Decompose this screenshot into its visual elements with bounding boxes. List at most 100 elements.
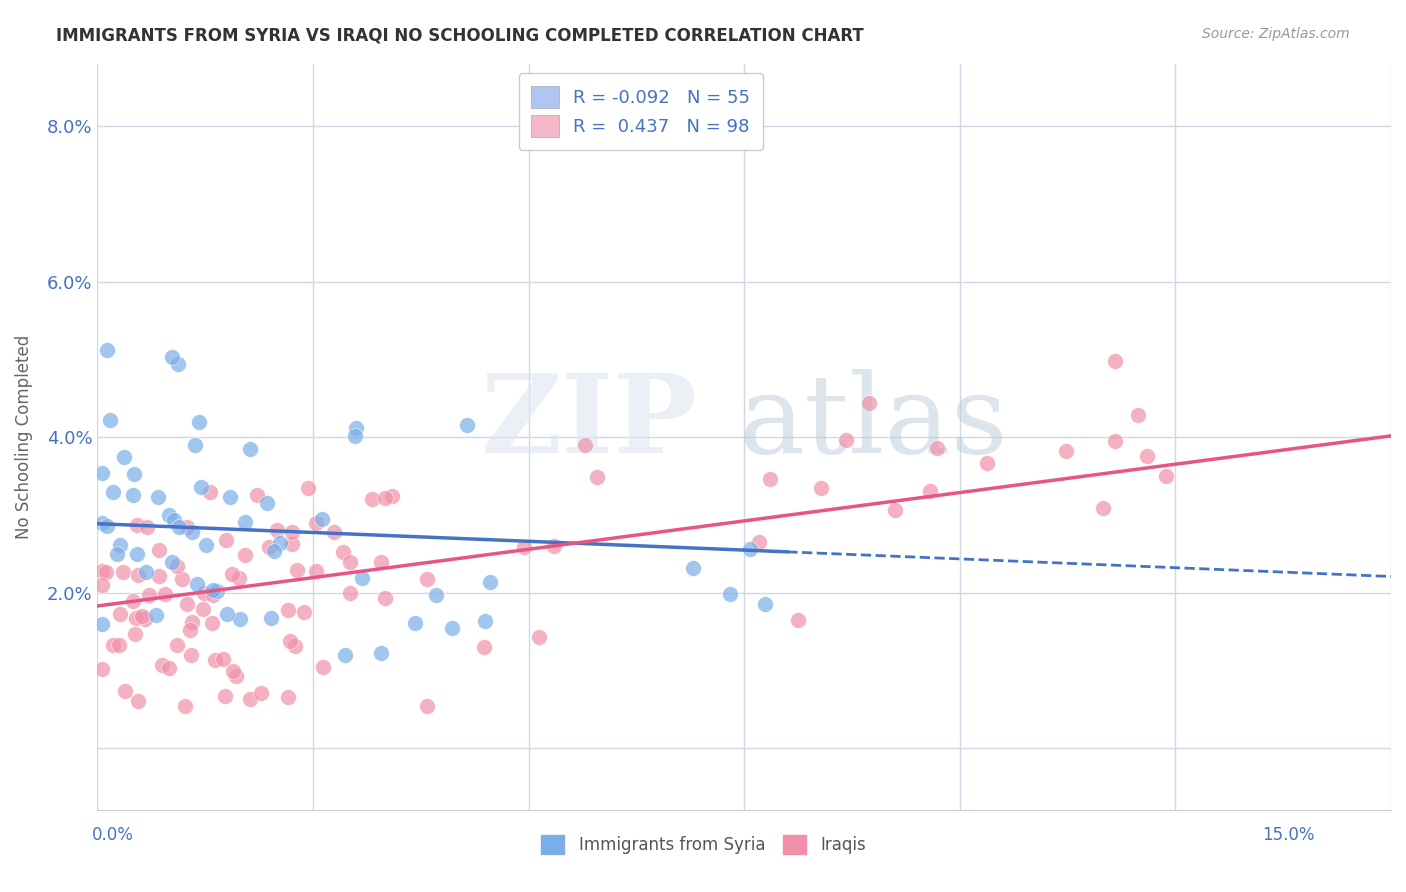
Point	[682, 561, 704, 575]
Point	[740, 541, 762, 556]
Point	[186, 577, 208, 591]
Point	[125, 611, 148, 625]
Point	[98, 413, 121, 427]
Point	[233, 515, 256, 529]
Point	[122, 488, 145, 502]
Point	[1154, 469, 1177, 483]
Text: 15.0%: 15.0%	[1263, 826, 1315, 844]
Point	[344, 420, 367, 434]
Point	[204, 653, 226, 667]
Point	[835, 434, 858, 448]
Legend: R = -0.092   N = 55, R =  0.437   N = 98: R = -0.092 N = 55, R = 0.437 N = 98	[519, 73, 762, 150]
Point	[263, 543, 285, 558]
Point	[188, 415, 211, 429]
Point	[333, 648, 356, 662]
Point	[260, 611, 283, 625]
Point	[323, 525, 346, 540]
Point	[513, 540, 536, 554]
Point	[145, 607, 167, 622]
Point	[1054, 444, 1077, 458]
Point	[925, 441, 948, 455]
Point	[181, 615, 204, 630]
Point	[370, 646, 392, 660]
Point	[121, 594, 143, 608]
Point	[858, 395, 880, 409]
Point	[124, 627, 146, 641]
Point	[211, 652, 233, 666]
Point	[91, 662, 114, 676]
Point	[108, 607, 131, 622]
Point	[96, 343, 118, 357]
Point	[176, 597, 198, 611]
Point	[229, 612, 252, 626]
Point	[166, 638, 188, 652]
Point	[297, 481, 319, 495]
Point	[169, 520, 191, 534]
Point	[311, 512, 333, 526]
Point	[131, 608, 153, 623]
Point	[127, 547, 149, 561]
Point	[374, 591, 396, 605]
Point	[304, 564, 326, 578]
Point	[201, 616, 224, 631]
Legend: Immigrants from Syria, Iraqis: Immigrants from Syria, Iraqis	[533, 828, 873, 862]
Point	[174, 698, 197, 713]
Point	[181, 525, 204, 540]
Text: atlas: atlas	[738, 368, 1008, 475]
Point	[787, 613, 810, 627]
Point	[155, 587, 177, 601]
Y-axis label: No Schooling Completed: No Schooling Completed	[15, 335, 32, 539]
Point	[172, 572, 194, 586]
Point	[114, 684, 136, 698]
Point	[285, 563, 308, 577]
Point	[193, 586, 215, 600]
Point	[202, 588, 225, 602]
Point	[472, 640, 495, 654]
Point	[160, 555, 183, 569]
Point	[529, 630, 551, 644]
Point	[754, 598, 776, 612]
Point	[574, 438, 596, 452]
Point	[157, 508, 180, 522]
Point	[214, 690, 236, 704]
Point	[281, 524, 304, 539]
Point	[280, 634, 302, 648]
Point	[124, 467, 146, 482]
Point	[157, 661, 180, 675]
Text: IMMIGRANTS FROM SYRIA VS IRAQI NO SCHOOLING COMPLETED CORRELATION CHART: IMMIGRANTS FROM SYRIA VS IRAQI NO SCHOOL…	[56, 27, 865, 45]
Point	[404, 615, 426, 630]
Point	[339, 555, 361, 569]
Point	[361, 492, 384, 507]
Point	[167, 357, 190, 371]
Point	[105, 547, 128, 561]
Point	[103, 638, 125, 652]
Point	[1136, 449, 1159, 463]
Point	[976, 456, 998, 470]
Point	[664, 103, 686, 118]
Point	[339, 586, 361, 600]
Point	[128, 694, 150, 708]
Point	[135, 565, 157, 579]
Point	[343, 429, 366, 443]
Text: Source: ZipAtlas.com: Source: ZipAtlas.com	[1202, 27, 1350, 41]
Point	[202, 583, 225, 598]
Point	[747, 534, 769, 549]
Point	[381, 489, 404, 503]
Point	[416, 572, 439, 586]
Text: 0.0%: 0.0%	[91, 826, 134, 844]
Point	[292, 605, 315, 619]
Point	[138, 588, 160, 602]
Point	[96, 519, 118, 533]
Point	[90, 516, 112, 530]
Point	[718, 587, 741, 601]
Point	[269, 536, 291, 550]
Point	[277, 603, 299, 617]
Point	[239, 692, 262, 706]
Point	[1104, 434, 1126, 449]
Point	[284, 640, 307, 654]
Point	[257, 540, 280, 554]
Point	[456, 417, 478, 432]
Point	[543, 539, 565, 553]
Point	[218, 490, 240, 504]
Point	[90, 616, 112, 631]
